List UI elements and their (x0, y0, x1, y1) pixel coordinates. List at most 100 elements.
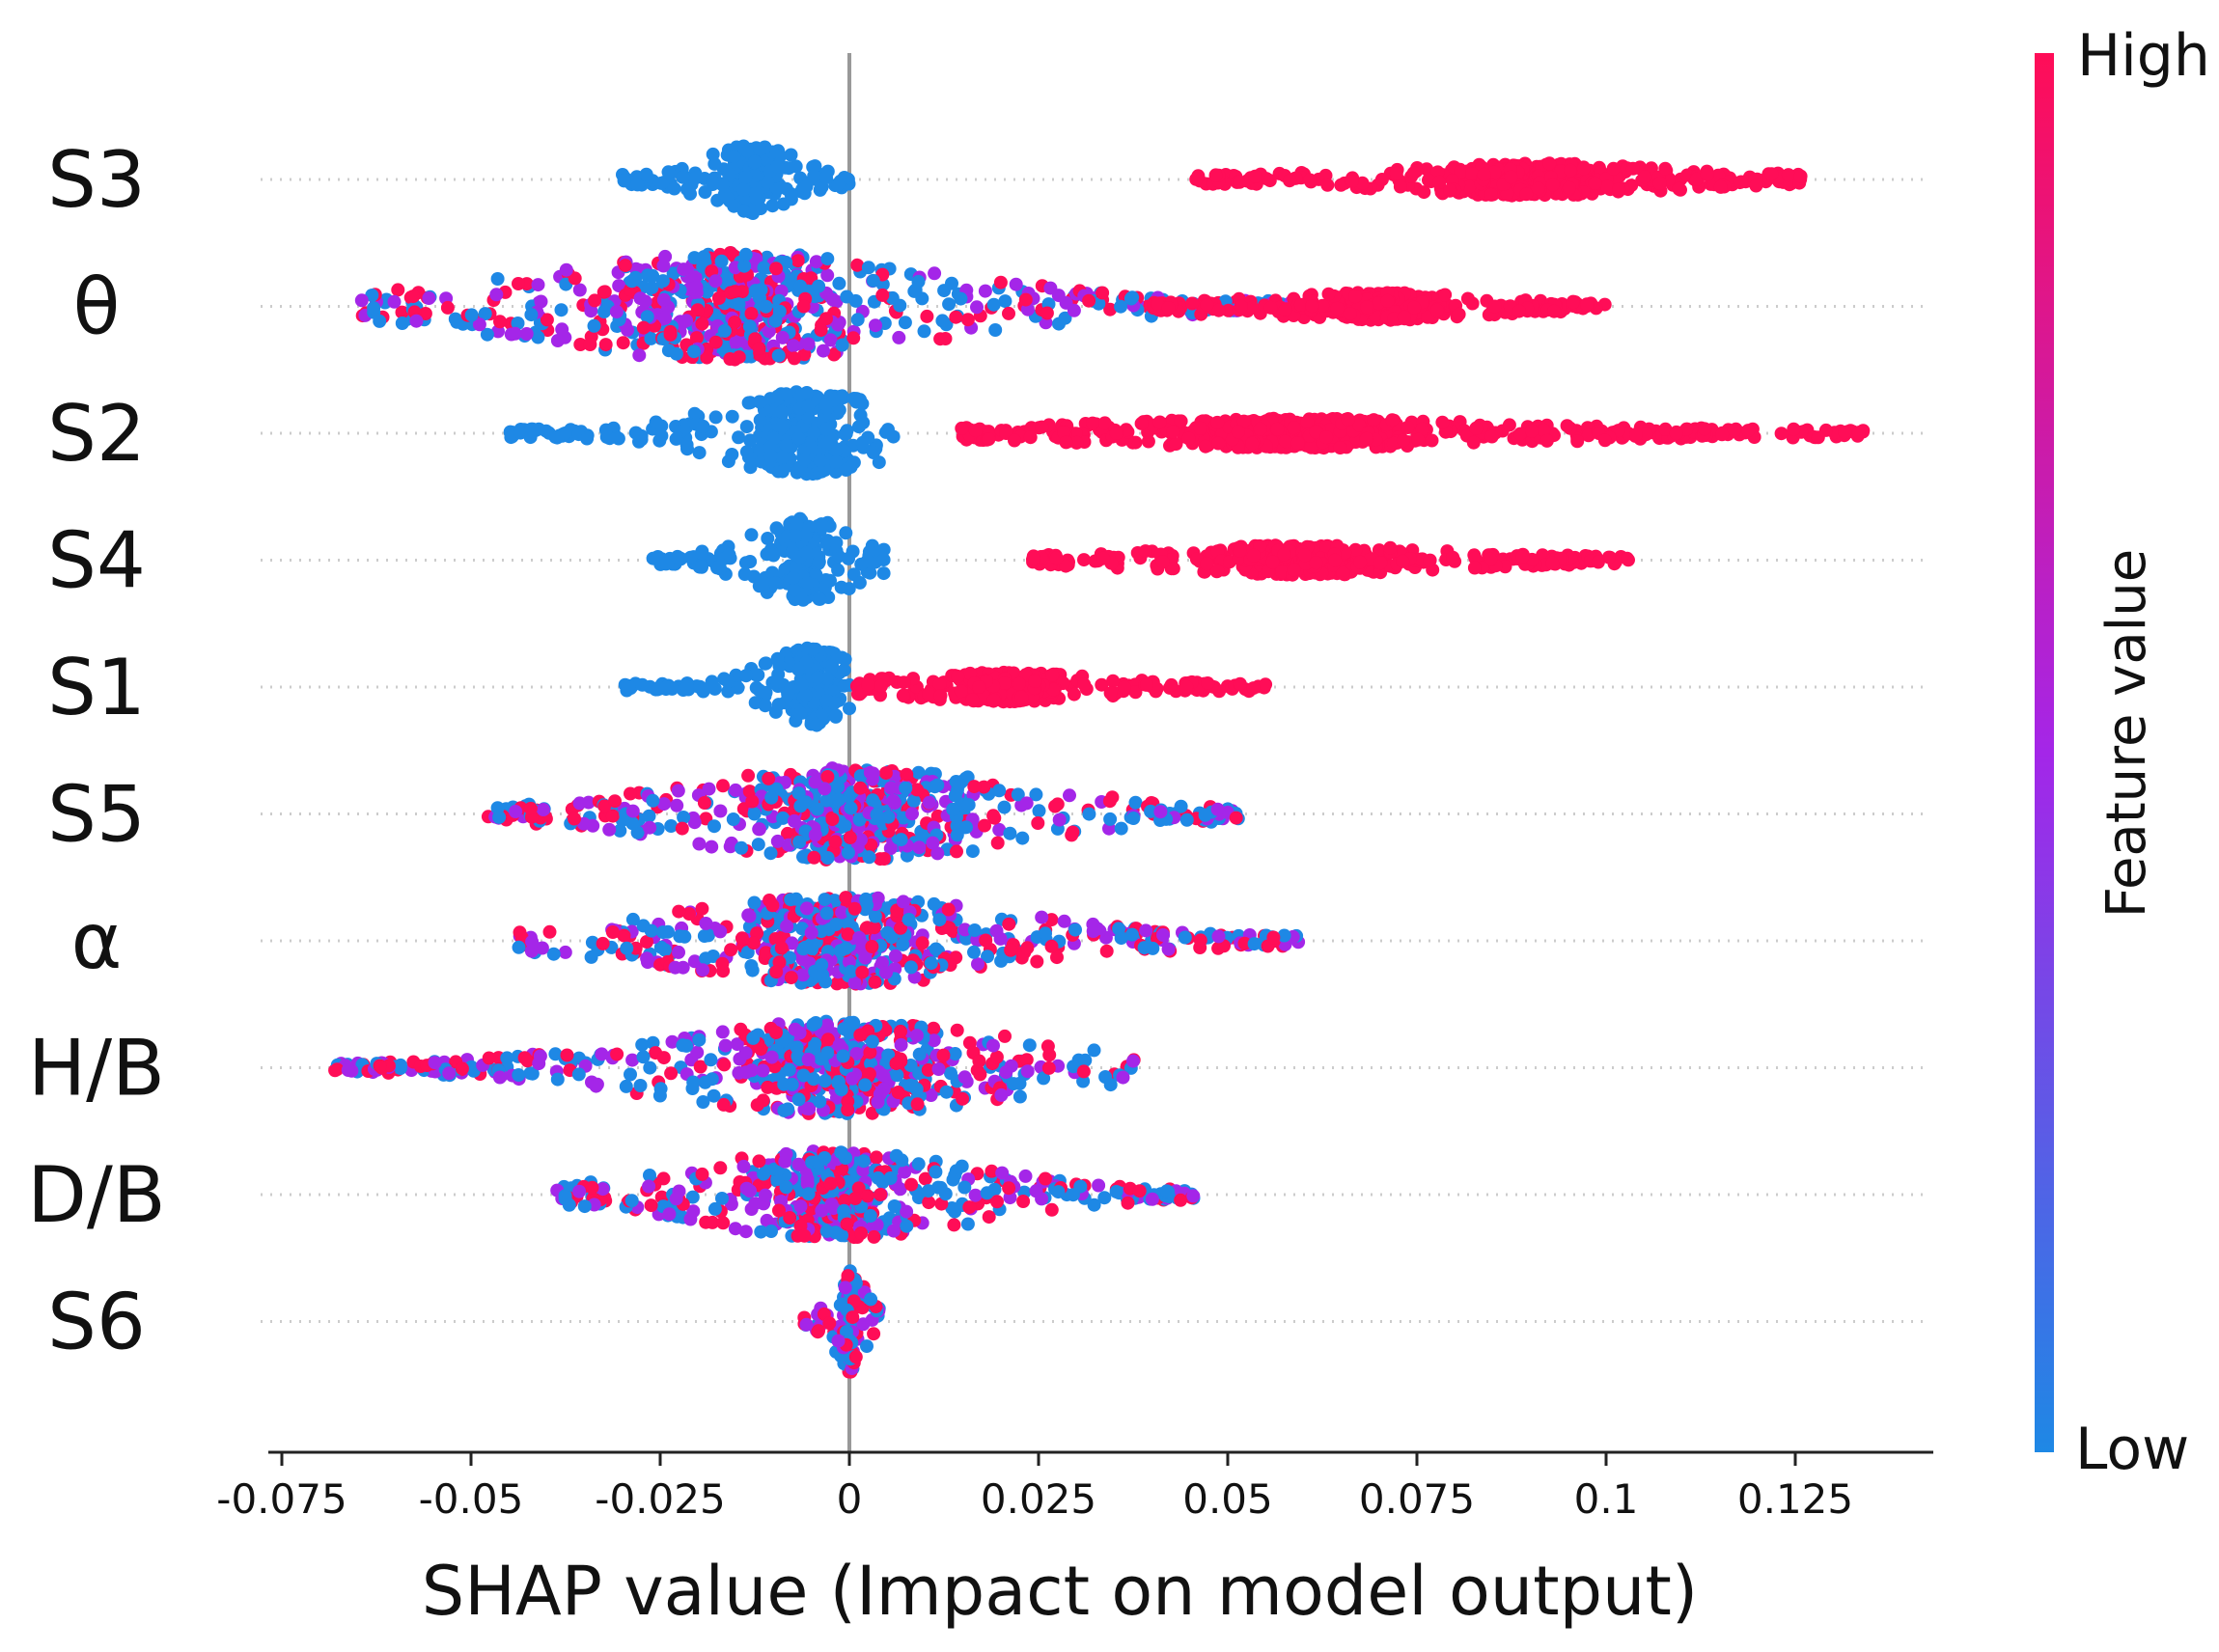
shap-point (652, 681, 665, 695)
shap-point (772, 349, 786, 363)
shap-point (583, 338, 596, 351)
shap-point (1407, 166, 1421, 179)
shap-point (1189, 173, 1203, 186)
shap-point (1010, 278, 1023, 291)
shap-point (955, 422, 968, 435)
shap-point (742, 397, 756, 410)
shap-point (588, 319, 601, 333)
shap-point (1002, 307, 1015, 320)
shap-point (899, 782, 912, 795)
shap-point (656, 274, 670, 288)
row-guide-lines (261, 179, 1926, 1322)
data-points (328, 140, 1870, 1379)
shap-point (762, 772, 775, 785)
shap-point (844, 831, 857, 844)
shap-point (1838, 426, 1851, 439)
shap-point (1749, 179, 1762, 193)
shap-point (1060, 435, 1073, 449)
shap-point (897, 675, 910, 689)
shap-point (1670, 427, 1683, 440)
shap-point (793, 706, 807, 720)
shap-point (1345, 175, 1359, 188)
shap-point (1103, 794, 1117, 808)
shap-point (1638, 170, 1651, 183)
shap-point (979, 285, 992, 298)
shap-point (1545, 557, 1559, 570)
shap-point (441, 301, 455, 315)
shap-point (654, 177, 668, 190)
shap-point (1375, 173, 1389, 186)
shap-point (1030, 955, 1043, 969)
shap-point (703, 783, 716, 796)
shap-point (821, 851, 835, 865)
shap-point (942, 297, 956, 311)
shap-point (733, 297, 746, 311)
shap-point (861, 678, 874, 692)
shap-point (1247, 549, 1261, 563)
shap-point (1432, 176, 1446, 189)
shap-point (754, 413, 767, 427)
shap-point (929, 780, 942, 793)
shap-point (1014, 691, 1028, 704)
shap-point (1153, 416, 1167, 429)
shap-point (520, 327, 534, 341)
shap-point (1469, 422, 1483, 435)
shap-point (961, 313, 975, 326)
shap-point (813, 555, 826, 568)
shap-point (841, 424, 854, 437)
shap-point (771, 652, 785, 666)
shap-point (868, 976, 881, 989)
shap-point (664, 819, 678, 833)
shap-point (695, 546, 708, 560)
shap-point (1212, 304, 1226, 317)
shap-point (1322, 288, 1336, 301)
shap-point (568, 812, 581, 826)
shap-point (739, 248, 753, 262)
shap-point (776, 420, 790, 433)
shap-point (1248, 170, 1262, 183)
shap-point (602, 823, 616, 837)
shap-point (524, 308, 538, 321)
shap-point (1024, 430, 1038, 444)
shap-point (807, 643, 820, 656)
shap-point (652, 434, 666, 448)
shap-point (775, 405, 789, 419)
shap-point (1210, 416, 1224, 429)
shap-point (1234, 677, 1247, 691)
shap-point (662, 165, 676, 179)
shap-point (819, 398, 833, 411)
shap-point (1367, 413, 1380, 427)
shap-point (373, 315, 386, 328)
shap-point (877, 566, 891, 580)
shap-point (1397, 433, 1410, 447)
shap-point (690, 281, 704, 294)
shap-point (1782, 168, 1795, 181)
shap-point (1266, 556, 1280, 569)
shap-point (1426, 434, 1439, 448)
shap-point (367, 301, 380, 315)
shap-point (839, 526, 852, 539)
shap-point (788, 351, 801, 365)
shap-point (707, 148, 720, 161)
shap-point (933, 677, 947, 691)
shap-point (887, 794, 901, 808)
shap-point (1715, 427, 1729, 441)
shap-point (1052, 317, 1066, 331)
shap-point (718, 324, 732, 338)
shap-point (1012, 677, 1026, 691)
shap-point (608, 794, 622, 808)
shap-point (828, 697, 842, 710)
shap-point (662, 344, 676, 357)
shap-point (812, 280, 825, 293)
shap-point (1453, 308, 1466, 321)
shap-point (512, 277, 525, 290)
shap-point (826, 293, 840, 307)
shap-point (1234, 544, 1247, 558)
shap-point (630, 178, 644, 191)
shap-point (639, 294, 652, 308)
shap-point (1344, 307, 1357, 320)
shap-point (1589, 177, 1602, 190)
shap-point (1461, 292, 1475, 306)
shap-point (1658, 162, 1672, 176)
shap-point (792, 836, 806, 849)
